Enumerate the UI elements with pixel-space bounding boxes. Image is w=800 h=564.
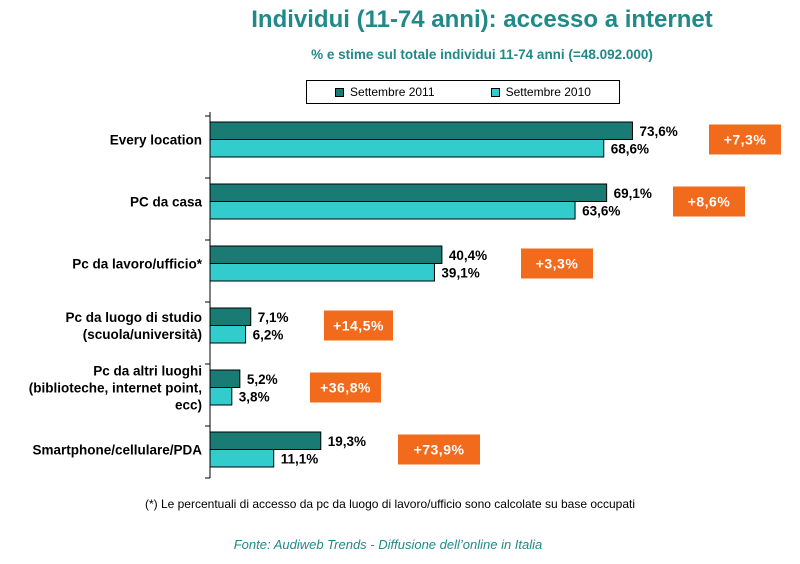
bar-2010 — [209, 325, 247, 344]
value-label-2011: 5,2% — [247, 372, 278, 387]
chart-title: Individui (11-74 anni): accesso a intern… — [0, 6, 800, 34]
bar-2011 — [209, 307, 252, 326]
value-label-2010: 3,8% — [239, 389, 270, 404]
footnote: (*) Le percentuali di accesso da pc da l… — [0, 497, 800, 511]
change-badge — [673, 186, 745, 217]
legend-item-2010: Settembre 2010 — [490, 85, 591, 99]
change-badge-label: +3,3% — [536, 256, 579, 272]
change-badge — [709, 124, 781, 155]
change-badge — [398, 434, 480, 465]
category-label: Every location — [110, 133, 202, 148]
source-line: Fonte: Audiweb Trends - Diffusione dell’… — [0, 537, 800, 552]
bar-2010 — [209, 387, 233, 406]
bar-2011 — [209, 245, 443, 264]
change-badge-label: +14,5% — [333, 318, 384, 334]
legend-label-2010: Settembre 2010 — [505, 85, 591, 99]
category-label: (biblioteche, internet point, — [29, 381, 202, 396]
value-label-2011: 40,4% — [449, 248, 487, 263]
value-label-2011: 7,1% — [258, 310, 289, 325]
change-badge — [310, 372, 381, 403]
legend-swatch-2011 — [335, 87, 345, 97]
chart-subtitle-text: % e stime sul totale individui 11-74 ann… — [311, 47, 653, 62]
change-badge-label: +73,9% — [414, 442, 465, 458]
chart-legend: Settembre 2011 Settembre 2010 — [306, 80, 620, 104]
legend-swatch-2010 — [490, 87, 500, 97]
category-label: Pc da altri luoghi — [93, 364, 202, 379]
value-label-2010: 6,2% — [253, 327, 284, 342]
bar-2010 — [209, 449, 275, 468]
category-label: Smartphone/cellulare/PDA — [32, 443, 202, 458]
value-label-2010: 63,6% — [582, 203, 620, 218]
bar-2011 — [209, 121, 633, 140]
value-label-2010: 11,1% — [281, 451, 319, 466]
legend-item-2011: Settembre 2011 — [335, 85, 435, 99]
value-label-2011: 73,6% — [639, 124, 677, 139]
bar-2011 — [209, 369, 241, 388]
category-label: PC da casa — [130, 195, 203, 210]
value-label-2010: 39,1% — [441, 265, 479, 280]
chart-subtitle: % e stime sul totale individui 11-74 ann… — [0, 47, 800, 62]
category-label: Pc da lavoro/ufficio* — [72, 257, 203, 272]
category-label: (scuola/università) — [83, 327, 202, 342]
legend-label-2011: Settembre 2011 — [350, 85, 435, 99]
value-label-2011: 19,3% — [328, 434, 366, 449]
change-badge — [521, 248, 593, 279]
category-label: Pc da luogo di studio — [66, 310, 203, 325]
footnote-text: (*) Le percentuali di accesso da pc da l… — [144, 497, 636, 511]
bar-2010 — [209, 201, 576, 220]
change-badge-label: +36,8% — [320, 380, 371, 396]
bar-2010 — [209, 139, 605, 158]
category-label: ecc) — [175, 398, 202, 413]
change-badge — [324, 310, 393, 341]
bar-2011 — [209, 431, 322, 450]
change-badge-label: +8,6% — [688, 194, 731, 210]
change-badge-label: +7,3% — [724, 132, 767, 148]
chart-title-text: Individui (11-74 anni): accesso a intern… — [251, 6, 713, 33]
bar-2011 — [209, 183, 608, 202]
bar-2010 — [209, 263, 435, 282]
value-label-2010: 68,6% — [611, 141, 649, 156]
value-label-2011: 69,1% — [614, 186, 652, 201]
source-text: Fonte: Audiweb Trends - Diffusione dell’… — [233, 537, 543, 552]
